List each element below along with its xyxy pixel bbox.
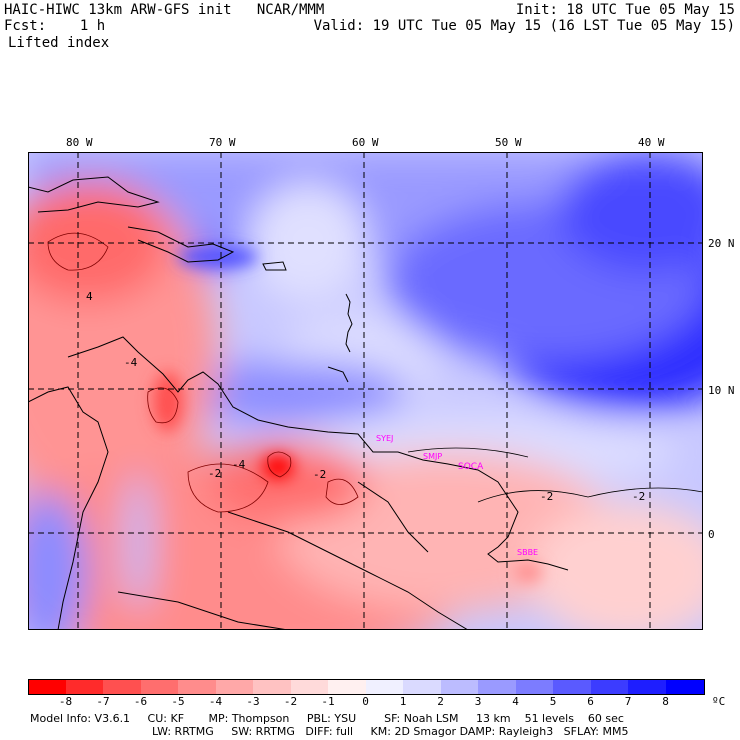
colorbar-tick-label: -5 [171, 695, 185, 708]
field-name: Lifted index [8, 35, 110, 51]
lat-label-0: 0 [708, 528, 715, 541]
colorbar-cell [178, 679, 216, 695]
colorbar [28, 679, 705, 695]
map-frame [28, 152, 703, 630]
model-info-line1: Model Info: V3.6.1 CU: KF MP: Thompson P… [30, 712, 624, 725]
contour-label: -2 [632, 490, 645, 503]
colorbar-tick-label: -6 [133, 695, 148, 708]
colorbar-tick-label: 2 [437, 695, 444, 708]
lifted-index-map: SYEJ SMJP SOCA SBBE 4 -2 -4 -2 -2 -2 -4 [28, 152, 703, 630]
colorbar-cell [140, 679, 179, 695]
lon-label-80w: 80 W [66, 136, 93, 149]
colorbar-cell [478, 679, 516, 695]
colorbar-cell [253, 679, 291, 695]
contour-label: -2 [540, 490, 553, 503]
colorbar-cell [215, 679, 254, 695]
contours-blue [407, 447, 703, 503]
colorbar-tick-label: -8 [58, 695, 73, 708]
colorbar-cell [365, 679, 404, 695]
station-smjp: SMJP [423, 452, 442, 461]
colorbar-cell [590, 679, 629, 695]
colorbar-tick-label: 5 [549, 695, 557, 708]
init-time: Init: 18 UTC Tue 05 May 15 [515, 2, 735, 18]
colorbar-tick-label: 6 [587, 695, 594, 708]
contour-label: -2 [313, 468, 326, 481]
colorbar-tick-label: 8 [662, 695, 669, 708]
colorbar-cell [103, 679, 141, 695]
model-info-line2: LW: RRTMG SW: RRTMG DIFF: full KM: 2D Sm… [152, 725, 629, 738]
colorbar-tick-label: -7 [96, 695, 110, 708]
station-syej: SYEJ [376, 434, 393, 443]
lon-label-50w: 50 W [495, 136, 522, 149]
colorbar-cell [665, 679, 705, 695]
valid-time: Valid: 19 UTC Tue 05 May 15 (16 LST Tue … [313, 18, 735, 34]
colorbar-cell [553, 679, 591, 695]
colorbar-tick-label: -4 [208, 695, 223, 708]
lat-label-10n: 10 N [708, 384, 735, 397]
colorbar-cell [440, 679, 479, 695]
colorbar-cell [403, 679, 441, 695]
contour-label: 4 [86, 290, 93, 303]
graticule [28, 152, 703, 630]
forecast-hour: Fcst: 1 h [4, 18, 106, 34]
colorbar-unit: ºC [712, 695, 726, 708]
colorbar-tick-label: 1 [399, 695, 407, 708]
colorbar-tick-label: 3 [474, 695, 482, 708]
lat-label-20n: 20 N [708, 237, 735, 250]
station-soca: SOCA [458, 462, 484, 472]
contour-label: -2 [208, 467, 221, 480]
colorbar-cell [628, 679, 666, 695]
model-title: HAIC-HIWC 13km ARW-GFS init NCAR/MMM [4, 2, 325, 18]
station-sbbe: SBBE [517, 548, 538, 557]
colorbar-cell [28, 679, 67, 695]
colorbar-tick-label: -3 [246, 695, 260, 708]
colorbar-cell [328, 679, 366, 695]
colorbar-tick-label: 0 [362, 695, 369, 708]
colorbar-tick-label: 4 [512, 695, 519, 708]
lon-label-40w: 40 W [638, 136, 665, 149]
colorbar-tick-label: -1 [321, 695, 335, 708]
contour-label: -4 [124, 356, 138, 369]
lon-label-70w: 70 W [209, 136, 236, 149]
colorbar-cell [290, 679, 329, 695]
lon-label-60w: 60 W [352, 136, 379, 149]
colorbar-tick-label: -2 [283, 695, 298, 708]
contour-label: -4 [232, 458, 246, 471]
map-canvas: SYEJ SMJP SOCA SBBE 4 -2 -4 -2 -2 -2 -4 [28, 152, 703, 630]
colorbar-cell [515, 679, 554, 695]
coastlines [28, 176, 569, 630]
contours [47, 232, 359, 513]
colorbar-tick-label: 7 [624, 695, 632, 708]
colorbar-cell [65, 679, 104, 695]
